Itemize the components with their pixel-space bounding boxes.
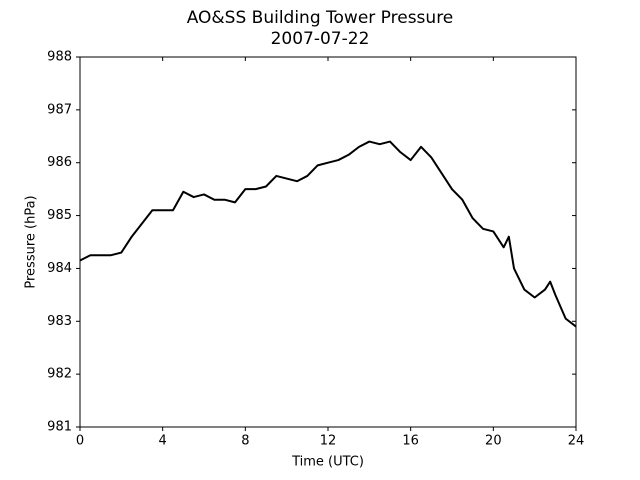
x-tick-label: 24 — [568, 434, 585, 449]
y-tick-label: 984 — [47, 261, 72, 276]
plot-frame — [79, 56, 577, 428]
y-tick-label: 985 — [47, 208, 72, 223]
y-tick-label: 987 — [47, 102, 72, 117]
y-tick-label: 986 — [47, 155, 72, 170]
data-line — [79, 140, 577, 328]
y-tick-label: 982 — [47, 367, 72, 382]
x-tick-label: 0 — [76, 434, 84, 449]
chart-subtitle: 2007-07-22 — [271, 29, 370, 49]
x-tick-label: 16 — [402, 434, 419, 449]
x-tick-label: 8 — [241, 434, 249, 449]
x-tick-label: 4 — [159, 434, 167, 449]
chart-title: AO&SS Building Tower Pressure — [187, 8, 454, 28]
y-tick-label: 988 — [47, 50, 72, 65]
y-tick-label: 983 — [47, 314, 72, 329]
y-tick-label: 981 — [47, 420, 72, 435]
x-axis-label: Time (UTC) — [291, 455, 364, 470]
y-axis-label: Pressure (hPa) — [24, 195, 39, 288]
x-tick-label: 20 — [485, 434, 502, 449]
x-tick-label: 12 — [320, 434, 337, 449]
